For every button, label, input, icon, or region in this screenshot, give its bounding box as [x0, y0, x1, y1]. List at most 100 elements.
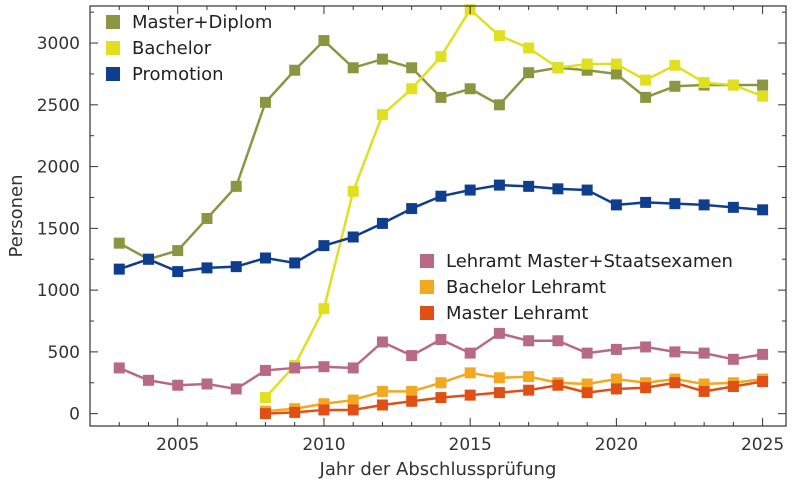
x-tick-label: 2020 [595, 435, 638, 455]
data-point [523, 335, 535, 347]
data-point [230, 383, 242, 395]
series-line [265, 380, 763, 415]
legend-label: Bachelor [132, 38, 212, 59]
data-point [376, 217, 388, 229]
data-point [640, 382, 652, 394]
legend-center-right: Lehramt Master+Staatsexamen Bachelor Lehr… [420, 251, 733, 324]
data-point [727, 79, 739, 91]
data-point [347, 231, 359, 243]
data-point [435, 377, 447, 389]
data-point [318, 240, 330, 252]
data-point [318, 404, 330, 416]
data-point [493, 179, 505, 191]
y-tick-label: 500 [48, 343, 80, 363]
data-point [376, 109, 388, 121]
data-point [318, 361, 330, 373]
data-point [757, 348, 769, 360]
data-point [581, 378, 593, 390]
data-point [727, 201, 739, 213]
data-point [464, 367, 476, 379]
data-point [523, 67, 535, 79]
data-point [552, 379, 564, 391]
data-point [435, 190, 447, 202]
data-point [289, 406, 301, 418]
data-point [581, 184, 593, 196]
legend-label: Bachelor Lehramt [446, 277, 606, 298]
data-point [113, 237, 125, 249]
x-tick-label: 2010 [302, 435, 345, 455]
data-point [610, 68, 622, 80]
legend-swatch [106, 15, 120, 29]
legend-swatch [420, 280, 434, 294]
y-tick-label: 2500 [37, 96, 80, 116]
series-master-diplom [113, 35, 769, 265]
series-promotion [113, 179, 769, 278]
data-point [406, 385, 418, 397]
series-master-lehramt [259, 376, 769, 420]
data-point [669, 59, 681, 71]
data-point [464, 347, 476, 359]
series-lehramt-master-staatsexamen [113, 327, 769, 395]
data-point [201, 212, 213, 224]
series-layer [113, 4, 769, 420]
data-point [259, 364, 271, 376]
data-point [289, 64, 301, 76]
data-point [259, 408, 271, 420]
data-point [406, 83, 418, 95]
axes-layer [89, 5, 787, 427]
data-point [347, 62, 359, 74]
data-point [610, 58, 622, 70]
data-point [113, 362, 125, 374]
data-point [523, 180, 535, 192]
data-point [640, 74, 652, 86]
data-point [464, 389, 476, 401]
data-point [610, 383, 622, 395]
legend-swatch [106, 41, 120, 55]
y-tick-label: 1500 [37, 219, 80, 239]
legend-top-left: Master+Diplom Bachelor Promotion [106, 12, 272, 85]
data-point [318, 35, 330, 47]
data-point [669, 80, 681, 92]
data-point [640, 196, 652, 208]
data-point [669, 198, 681, 210]
data-point [318, 303, 330, 315]
data-point [552, 335, 564, 347]
data-point [289, 362, 301, 374]
data-point [201, 378, 213, 390]
data-point [552, 62, 564, 74]
data-point [581, 387, 593, 399]
data-point [376, 336, 388, 348]
data-point [435, 51, 447, 63]
data-point [201, 262, 213, 274]
data-point [289, 257, 301, 269]
data-point [376, 385, 388, 397]
legend-swatch [420, 254, 434, 268]
y-tick-label: 1000 [37, 281, 80, 301]
data-point [435, 334, 447, 346]
data-point [113, 263, 125, 275]
legend-layer: Master+Diplom Bachelor Promotion Lehramt Ma… [106, 12, 733, 324]
data-point [610, 199, 622, 211]
legend-swatch [420, 306, 434, 320]
data-point [172, 379, 184, 391]
data-point [259, 392, 271, 404]
data-point [698, 347, 710, 359]
data-point [435, 91, 447, 103]
data-point [610, 373, 622, 385]
legend-label: Promotion [132, 64, 224, 85]
data-point [259, 96, 271, 108]
data-point [172, 245, 184, 257]
data-point [581, 58, 593, 70]
data-point [230, 261, 242, 273]
data-point [142, 374, 154, 386]
legend-swatch [106, 67, 120, 81]
data-point [698, 385, 710, 397]
legend-label: Lehramt Master+Staatsexamen [446, 251, 733, 272]
data-point [347, 185, 359, 197]
data-point [406, 62, 418, 74]
x-tick-label: 2025 [741, 435, 784, 455]
data-point [640, 91, 652, 103]
data-point [376, 399, 388, 411]
data-point [757, 376, 769, 388]
